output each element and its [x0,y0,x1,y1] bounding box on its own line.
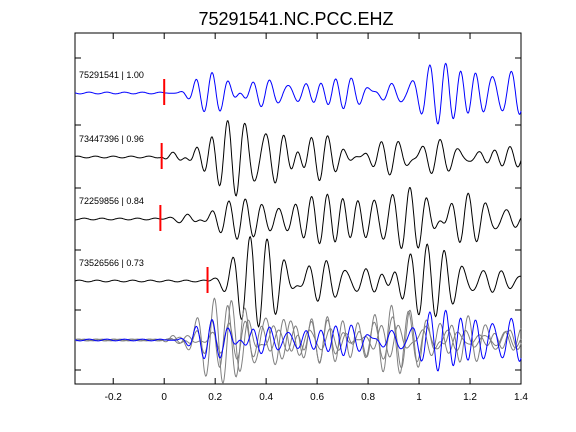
x-tick-label-1: 0 [161,392,167,403]
x-tick-label-0: -0.2 [105,392,123,403]
x-tick-label-5: 0.8 [361,392,375,403]
trace-3 [74,235,522,328]
trace-labels: 75291541 | 1.00 73447396 | 0.96 72259856 |… [79,70,144,268]
trace-label-1: 73447396 | 0.96 [79,134,144,144]
y-axis-ticks [75,57,521,371]
trace-2 [75,187,522,250]
x-tick-label-4: 0.6 [310,392,324,403]
plot-frame [74,32,522,385]
traces [74,62,522,385]
chart-title: 75291541.NC.PCC.EHZ [198,9,393,29]
x-tick-label-2: 0.2 [208,392,222,403]
x-tick-label-6: 1 [416,392,422,403]
trace-label-0: 75291541 | 1.00 [79,70,144,80]
x-tick-label-3: 0.4 [259,392,273,403]
trace-1 [74,120,522,197]
x-tick-label-8: 1.4 [514,392,528,403]
stack-trace-2 [74,297,522,385]
trace-label-3: 73526566 | 0.73 [79,258,144,268]
stack-trace-3 [74,309,522,372]
trace-0 [74,62,522,125]
x-tick-label-7: 1.2 [463,392,477,403]
trace-label-2: 72259856 | 0.84 [79,196,144,206]
x-axis: -0.2 0 0.2 0.4 0.6 0.8 1 1.2 1.4 [105,33,528,403]
